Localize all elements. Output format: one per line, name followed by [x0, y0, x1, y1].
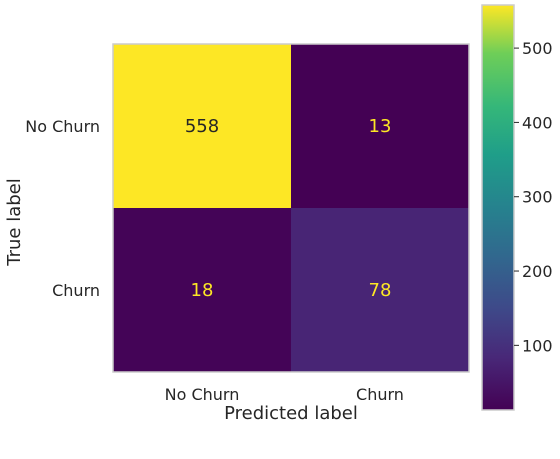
- x-tick-label: No Churn: [165, 385, 240, 404]
- colorbar-tick-labels: 100 200 300 400 500: [514, 39, 553, 355]
- matrix-cell: [113, 208, 291, 372]
- matrix-cells: 558 13 18 78: [113, 44, 469, 372]
- colorbar-tick-label: 200: [522, 262, 553, 281]
- colorbar-tick-label: 300: [522, 188, 553, 207]
- colorbar-tick-label: 100: [522, 336, 553, 355]
- y-tick-labels: No Churn Churn: [25, 117, 100, 300]
- x-axis-label: Predicted label: [224, 403, 358, 424]
- plot-frame: [112, 43, 470, 373]
- colorbar-tick-label: 400: [522, 113, 553, 132]
- y-axis-label: True label: [4, 178, 25, 267]
- x-tick-label: Churn: [356, 385, 404, 404]
- x-tick-labels: No Churn Churn: [165, 385, 404, 404]
- matrix-cell: [113, 44, 291, 208]
- colorbar-tick-label: 500: [522, 39, 553, 58]
- matrix-cell: [291, 208, 469, 372]
- cell-value-label: 13: [369, 116, 392, 137]
- y-tick-label: Churn: [52, 281, 100, 300]
- cell-value-label: 78: [369, 280, 392, 301]
- cell-value-label: 18: [191, 280, 214, 301]
- colorbar: [481, 4, 515, 411]
- y-tick-label: No Churn: [25, 117, 100, 136]
- cell-value-label: 558: [185, 116, 219, 137]
- matrix-cell: [291, 44, 469, 208]
